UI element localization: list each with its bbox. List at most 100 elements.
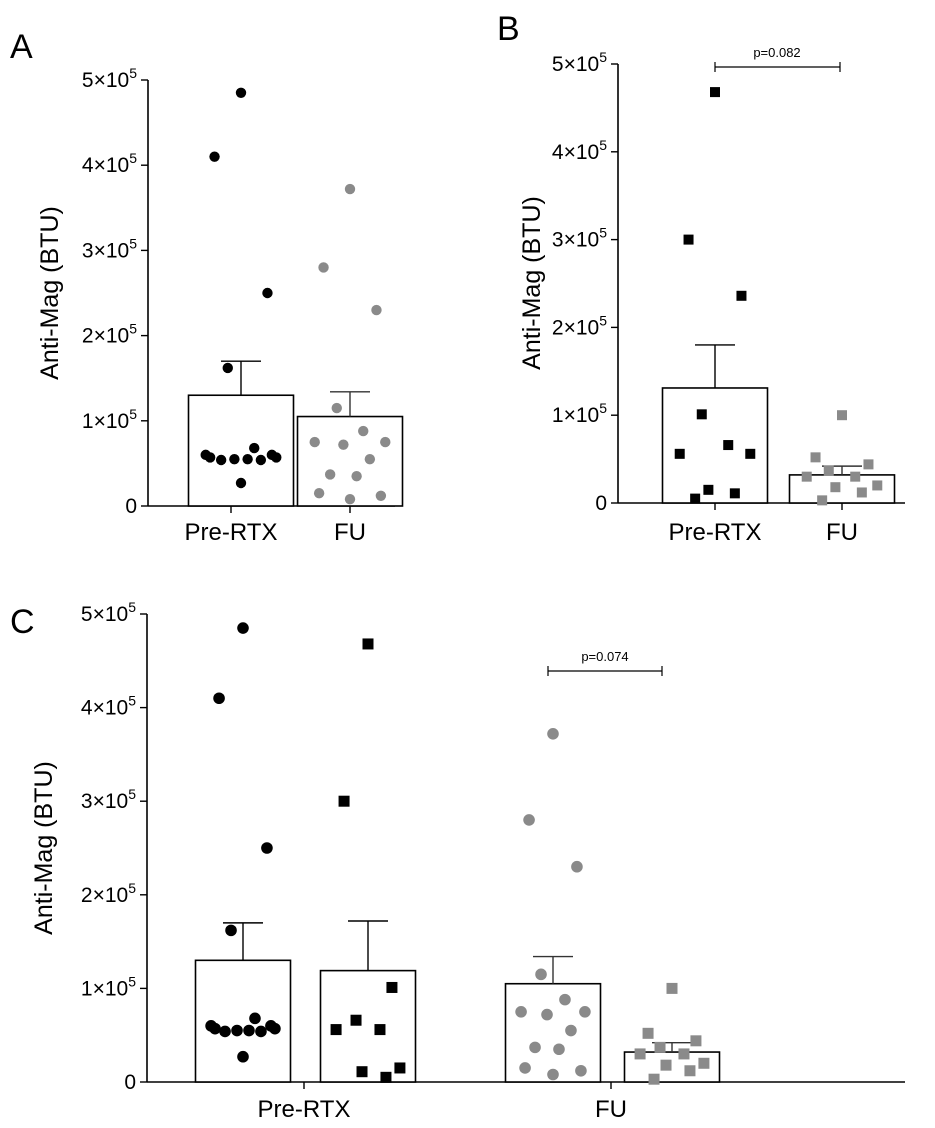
panel-c: C Anti-Mag (BTU) 0 1×105 2×105 3×105 4×105 5×10…	[10, 599, 905, 1123]
data-point	[215, 454, 227, 466]
data-point	[817, 495, 828, 506]
bar	[296, 415, 404, 507]
y-tick-label: 2×105	[552, 312, 607, 339]
data-point	[634, 1048, 646, 1060]
data-point	[262, 287, 273, 299]
x-category-label: FU	[595, 1096, 627, 1123]
data-point	[565, 1024, 577, 1037]
data-point	[266, 449, 278, 461]
data-point	[222, 362, 233, 374]
data-point	[374, 1024, 386, 1036]
data-point	[338, 439, 349, 450]
data-point	[541, 1008, 553, 1021]
data-point	[810, 452, 821, 463]
data-point	[344, 183, 356, 195]
data-point	[553, 1043, 565, 1056]
data-point	[547, 1068, 559, 1081]
y-tick-label: 5×105	[82, 65, 137, 92]
data-point	[249, 442, 260, 454]
panel-letter: B	[497, 10, 520, 48]
data-point	[225, 924, 237, 937]
data-point	[666, 982, 678, 994]
data-point	[331, 402, 342, 414]
data-point	[243, 1024, 255, 1037]
data-point	[318, 262, 329, 273]
x-category-label: FU	[826, 519, 858, 546]
data-point	[519, 1062, 531, 1074]
data-point	[249, 1012, 261, 1025]
data-point	[242, 453, 253, 465]
y-tick-label: 4×105	[552, 137, 607, 164]
y-tick-label: 3×105	[81, 786, 136, 813]
y-tick-label: 5×105	[552, 49, 607, 76]
data-point	[209, 1022, 221, 1035]
data-point	[674, 448, 685, 459]
data-point	[219, 1025, 231, 1038]
data-point	[729, 488, 740, 499]
data-point	[356, 1066, 368, 1078]
data-point	[683, 234, 694, 245]
data-point	[380, 436, 391, 448]
data-point	[386, 981, 398, 993]
data-point	[350, 1014, 362, 1026]
data-point	[660, 1059, 672, 1071]
data-point	[654, 1041, 666, 1053]
data-point	[261, 842, 273, 854]
data-point	[235, 87, 247, 98]
y-tick-label: 2×105	[81, 880, 136, 907]
data-point	[213, 692, 225, 705]
data-point	[710, 87, 720, 98]
data-point	[351, 470, 362, 482]
data-point	[515, 1006, 527, 1018]
data-point	[678, 1048, 690, 1060]
data-point	[237, 622, 249, 634]
data-point	[872, 480, 883, 491]
data-point	[330, 1024, 342, 1036]
y-axis-label: Anti-Mag (BTU)	[36, 206, 64, 380]
y-axis-label: Anti-Mag (BTU)	[30, 761, 58, 935]
panel-letter: A	[10, 28, 33, 66]
data-point	[579, 1006, 591, 1018]
data-point	[338, 795, 350, 807]
data-point	[375, 490, 387, 501]
data-point	[235, 477, 247, 489]
data-point	[703, 484, 714, 495]
data-point	[856, 487, 867, 498]
data-point	[745, 448, 756, 459]
x-category-label: Pre-RTX	[258, 1096, 351, 1123]
data-point	[362, 638, 374, 650]
data-point	[204, 452, 216, 463]
x-category-label: FU	[334, 519, 366, 546]
y-tick-label: 4×105	[81, 693, 136, 720]
y-tick-label: 3×105	[552, 225, 607, 252]
data-point	[523, 814, 535, 826]
data-point	[324, 469, 336, 480]
x-category-label: Pre-RTX	[185, 519, 278, 546]
data-point	[684, 1065, 696, 1077]
x-category-label: Pre-RTX	[669, 519, 762, 546]
data-point	[255, 1025, 267, 1038]
data-point	[571, 860, 583, 873]
data-point	[364, 453, 376, 465]
panel-letter: C	[10, 603, 35, 641]
data-point	[309, 436, 320, 448]
data-point	[209, 151, 220, 162]
data-point	[255, 454, 267, 466]
data-point	[380, 1071, 392, 1083]
y-tick-label: 3×105	[82, 235, 137, 262]
data-point	[736, 290, 747, 301]
y-tick-label: 5×105	[81, 599, 136, 626]
p-value-label: p=0.074	[581, 649, 628, 664]
data-point	[823, 465, 834, 476]
data-point	[229, 453, 240, 465]
data-point	[371, 304, 382, 316]
y-tick-label: 2×105	[82, 321, 137, 348]
data-point	[723, 440, 734, 451]
data-point	[529, 1041, 541, 1054]
data-point	[344, 493, 356, 505]
data-point	[237, 1050, 249, 1063]
y-tick-label: 1×105	[82, 406, 137, 433]
data-point	[696, 409, 707, 420]
y-tick-label: 1×105	[81, 973, 136, 1000]
